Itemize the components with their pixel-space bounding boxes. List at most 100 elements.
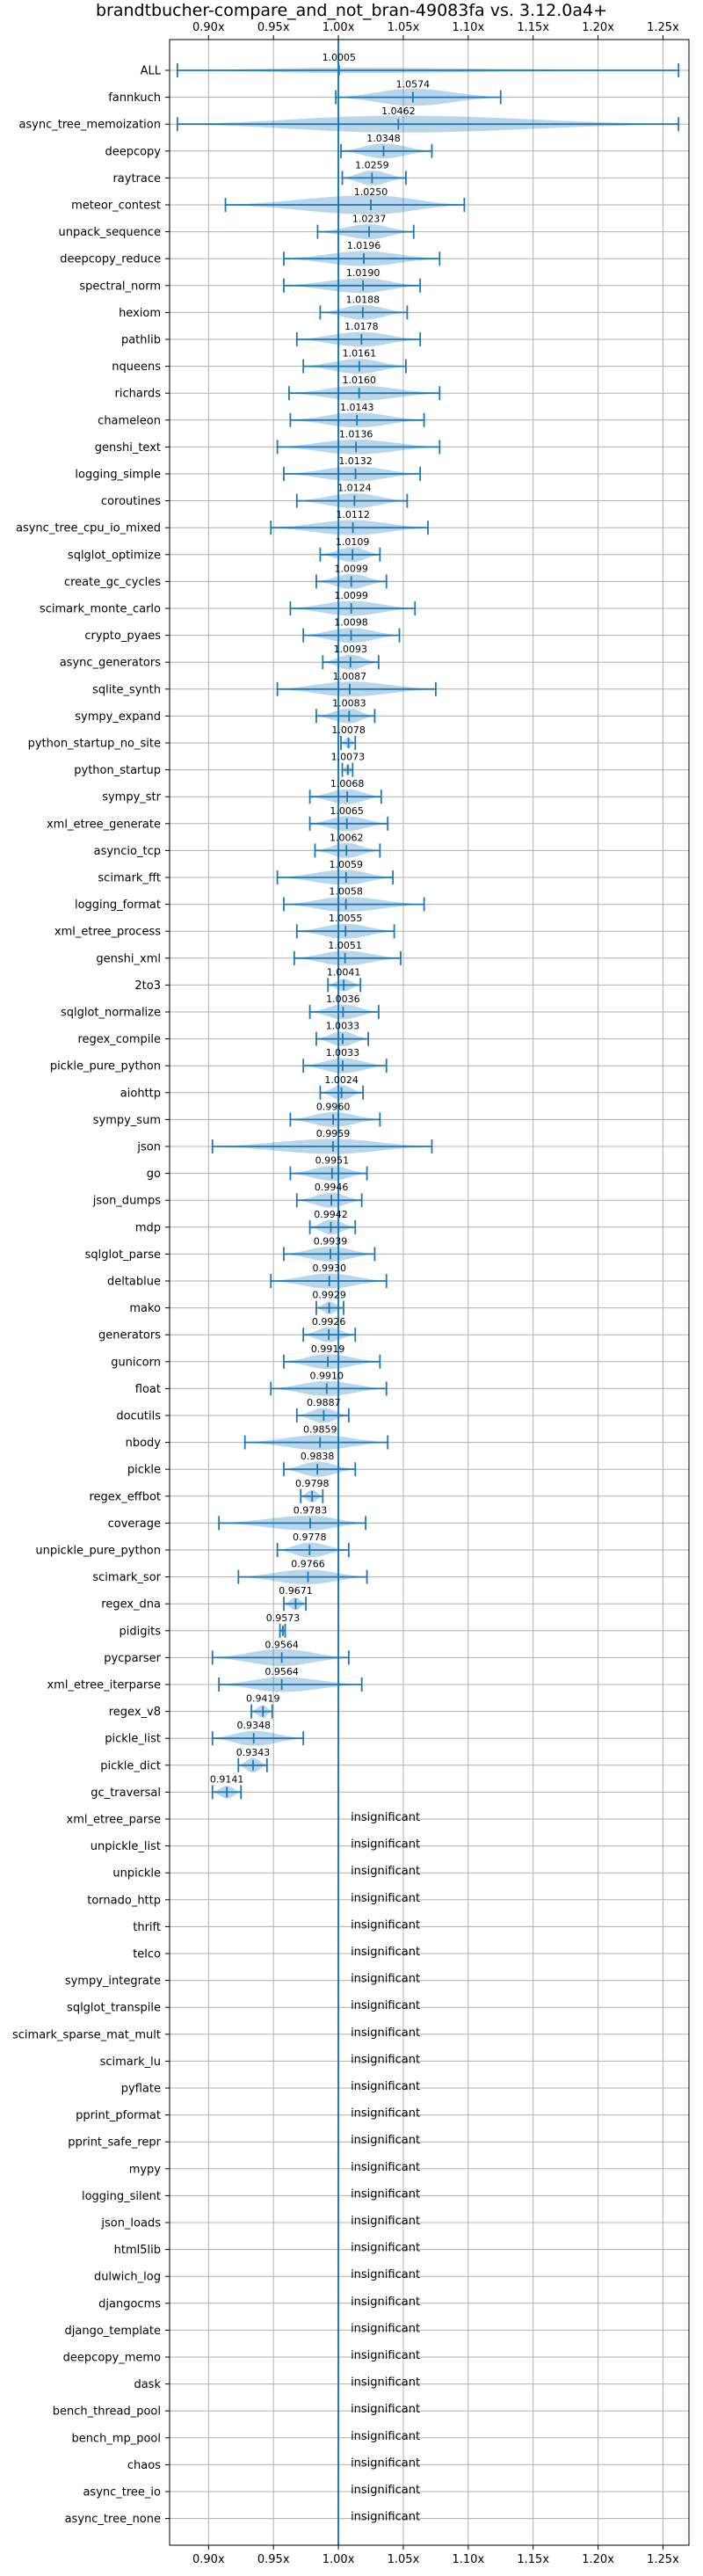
insignificant-label-thrift: insignificant — [351, 1918, 420, 1932]
category-label-unpickle-pure-python: unpickle_pure_python — [35, 1545, 161, 1558]
category-label-html5lib: html5lib — [114, 2244, 161, 2257]
x-tick-label-bottom-0: 0.90x — [192, 2553, 225, 2566]
category-label-scimark-monte-carlo: scimark_monte_carlo — [40, 603, 161, 616]
value-label-scimark-sor: 0.9766 — [291, 1559, 325, 1570]
value-label-scimark-fft: 1.0059 — [330, 859, 364, 870]
category-label-fannkuch: fannkuch — [108, 91, 161, 105]
insignificant-label-bench-mp-pool: insignificant — [351, 2430, 420, 2443]
value-label-gunicorn: 0.9919 — [311, 1343, 345, 1355]
value-label-genshi-text: 1.0136 — [339, 428, 373, 440]
category-label-pickle: pickle — [127, 1464, 161, 1477]
x-tick-label-top-4: 1.10x — [453, 21, 485, 34]
category-label-richards: richards — [115, 388, 162, 401]
value-label-deltablue: 0.9930 — [312, 1263, 346, 1274]
value-label-sqlite-synth: 1.0087 — [333, 671, 367, 682]
value-label-json-dumps: 0.9946 — [315, 1182, 349, 1193]
value-label-xml-etree-generate: 1.0065 — [330, 805, 364, 817]
category-label-unpickle-list: unpickle_list — [91, 1840, 161, 1853]
insignificant-label-pprint-safe-repr: insignificant — [351, 2134, 420, 2147]
value-label-gc-traversal: 0.9141 — [210, 1773, 244, 1785]
x-tick-label-top-0: 0.90x — [192, 21, 225, 34]
value-label-chameleon: 1.0143 — [340, 402, 374, 413]
category-label-django-template: django_template — [65, 2325, 161, 2338]
value-label-fannkuch: 1.0574 — [396, 79, 431, 91]
value-label-xml-etree-iterparse: 0.9564 — [265, 1666, 299, 1677]
category-label-telco: telco — [133, 1948, 161, 1961]
x-tick-label-bottom-5: 1.15x — [517, 2553, 549, 2566]
insignificant-label-deepcopy-memo: insignificant — [351, 2349, 420, 2362]
category-label-chameleon: chameleon — [98, 414, 161, 427]
value-label-asyncio-tcp: 1.0062 — [330, 832, 364, 843]
value-label-regex-v8: 0.9419 — [246, 1693, 280, 1705]
value-label-genshi-xml: 1.0051 — [328, 940, 362, 951]
category-label-float: float — [135, 1383, 161, 1396]
category-label-scimark-lu: scimark_lu — [100, 2056, 161, 2069]
insignificant-label-bench-thread-pool: insignificant — [351, 2403, 420, 2416]
category-label-pathlib: pathlib — [121, 334, 161, 347]
value-label-sympy-sum: 0.9960 — [316, 1101, 351, 1112]
category-label-sympy-expand: sympy_expand — [75, 710, 161, 724]
insignificant-label-mypy: insignificant — [351, 2161, 420, 2174]
value-label-generators: 0.9926 — [312, 1316, 346, 1328]
x-tick-label-top-2: 1.00x — [323, 21, 355, 34]
value-label-mdp: 0.9942 — [314, 1209, 348, 1220]
insignificant-label-unpickle: insignificant — [351, 1865, 420, 1878]
x-tick-label-top-6: 1.20x — [582, 21, 614, 34]
category-label-genshi-xml: genshi_xml — [96, 952, 161, 965]
category-label-coroutines: coroutines — [101, 495, 161, 508]
value-label-coverage: 0.9783 — [294, 1504, 328, 1516]
insignificant-label-telco: insignificant — [351, 1946, 420, 1959]
category-label-unpack-sequence: unpack_sequence — [58, 226, 161, 239]
insignificant-label-xml-etree-parse: insignificant — [351, 1811, 420, 1824]
value-label-pickle-list: 0.9348 — [236, 1720, 271, 1731]
category-label-hexiom: hexiom — [119, 307, 161, 320]
category-label-bench-thread-pool: bench_thread_pool — [53, 2405, 161, 2419]
value-label-all: 1.0005 — [323, 52, 357, 63]
value-label-spectral-norm: 1.0190 — [346, 267, 380, 279]
category-label-dask: dask — [134, 2378, 161, 2391]
value-label-docutils: 0.9887 — [307, 1397, 341, 1408]
category-label-raytrace: raytrace — [112, 172, 161, 186]
category-label-pickle-dict: pickle_dict — [100, 1759, 161, 1772]
value-label-sympy-str: 1.0068 — [330, 778, 365, 790]
value-label-deepcopy-reduce: 1.0196 — [347, 240, 381, 251]
value-label-sqlglot-optimize: 1.0109 — [336, 536, 370, 548]
category-label-all: ALL — [141, 65, 162, 78]
insignificant-label-tornado-http: insignificant — [351, 1892, 420, 1905]
category-label-sqlglot-transpile: sqlglot_transpile — [67, 2002, 161, 2015]
category-label-sqlite-synth: sqlite_synth — [92, 683, 161, 696]
category-label-regex-v8: regex_v8 — [109, 1706, 161, 1719]
value-label-float: 0.9910 — [310, 1370, 344, 1381]
value-label-sqlglot-parse: 0.9939 — [314, 1235, 348, 1247]
insignificant-label-logging-silent: insignificant — [351, 2187, 420, 2201]
category-label-pprint-pformat: pprint_pformat — [76, 2109, 161, 2122]
value-label-nbody: 0.9859 — [303, 1424, 337, 1436]
category-label-deepcopy: deepcopy — [105, 145, 161, 158]
value-label-pathlib: 1.0178 — [344, 321, 379, 332]
category-label-async-generators: async_generators — [60, 657, 162, 670]
category-label-tornado-http: tornado_http — [87, 1894, 161, 1907]
category-label-scimark-sor: scimark_sor — [92, 1571, 161, 1584]
category-label-genshi-text: genshi_text — [95, 441, 161, 455]
x-tick-label-bottom-1: 0.95x — [257, 2553, 290, 2566]
category-label-logging-silent: logging_silent — [82, 2190, 161, 2203]
value-label-logging-simple: 1.0132 — [338, 455, 373, 467]
category-label-pycparser: pycparser — [104, 1652, 161, 1665]
category-label-generators: generators — [98, 1329, 161, 1343]
value-label-regex-compile: 1.0033 — [326, 1021, 360, 1032]
category-label-pidigits: pidigits — [120, 1625, 162, 1638]
chart-title: brandtbucher-compare_and_not_bran-49083f… — [96, 1, 607, 20]
value-label-logging-format: 1.0058 — [329, 886, 363, 898]
category-label-json-loads: json_loads — [100, 2217, 161, 2230]
value-label-async-generators: 1.0093 — [334, 644, 368, 655]
category-label-xml-etree-process: xml_etree_process — [54, 926, 161, 939]
value-label-raytrace: 1.0259 — [355, 159, 389, 171]
value-label-scimark-monte-carlo: 1.0099 — [334, 590, 368, 601]
category-label-sqlglot-optimize: sqlglot_optimize — [68, 549, 161, 562]
category-label-scimark-fft: scimark_fft — [98, 872, 161, 885]
insignificant-label-unpickle-list: insignificant — [351, 1838, 420, 1852]
category-label-asyncio-tcp: asyncio_tcp — [94, 845, 161, 858]
value-label-hexiom: 1.0188 — [346, 294, 380, 305]
x-tick-label-bottom-4: 1.10x — [453, 2553, 485, 2566]
category-label-thrift: thrift — [133, 1921, 161, 1934]
